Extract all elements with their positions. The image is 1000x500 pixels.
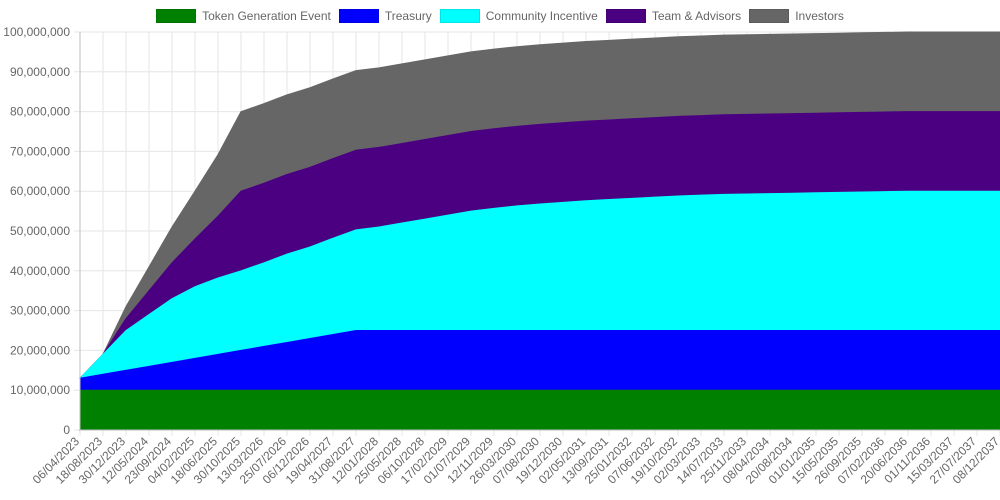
legend-swatch [605,9,646,23]
y-tick-label: 0 [63,423,70,437]
legend-swatch [338,9,379,23]
y-tick-label: 30,000,000 [10,304,70,318]
legend-swatch [749,9,790,23]
y-tick-label: 100,000,000 [3,25,70,39]
legend-swatch [439,9,480,23]
y-tick-label: 70,000,000 [10,144,70,158]
axes [79,32,1000,431]
y-tick-label: 90,000,000 [10,65,70,79]
chart-legend: Token Generation Event Treasury Community … [0,7,1000,25]
x-axis-ticks: 06/04/202318/08/202330/12/202312/05/2024… [30,434,1000,487]
y-tick-label: 40,000,000 [10,264,70,278]
area-token-generation-event [79,389,1000,431]
legend-swatch [156,9,197,23]
y-axis-ticks: 0 10,000,000 20,000,000 30,000,000 40,000,00… [3,25,70,437]
series-areas [78,31,1000,431]
legend-item-community-incentive[interactable]: Community Incentive [439,9,598,23]
legend-item-investors[interactable]: Investors [749,9,844,23]
y-tick-label: 60,000,000 [10,184,70,198]
y-tick-label: 10,000,000 [10,383,70,397]
legend-label: Investors [795,9,844,23]
y-tick-label: 20,000,000 [10,343,70,357]
legend-item-token-generation-event[interactable]: Token Generation Event [156,9,331,23]
legend-label: Community Incentive [485,9,598,23]
y-tick-label: 50,000,000 [10,224,70,238]
legend-item-team-and-advisors[interactable]: Team & Advisors [605,9,742,23]
y-tick-label: 80,000,000 [10,105,70,119]
legend-label: Treasury [384,9,432,23]
legend-label: Token Generation Event [202,9,331,23]
legend-label: Team & Advisors [651,9,742,23]
legend-item-treasury[interactable]: Treasury [338,9,432,23]
